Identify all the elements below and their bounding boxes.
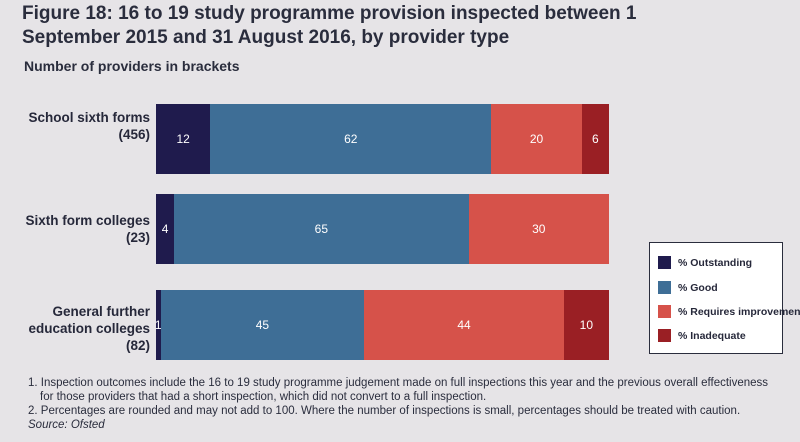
- bar-segment-good: 62: [210, 104, 492, 174]
- category-label-school-sixth-forms: School sixth forms (456): [28, 109, 150, 143]
- legend-label: % Outstanding: [678, 257, 753, 269]
- chart-title: Figure 18: 16 to 19 study programme prov…: [22, 3, 637, 48]
- bar-segment-requires-improvement: 20: [491, 104, 582, 174]
- bar-segment-outstanding: 1: [154, 290, 162, 360]
- data-label: 20: [529, 132, 544, 146]
- data-label: 62: [344, 132, 358, 146]
- legend-label: % Inadequate: [678, 330, 746, 342]
- data-label: 1: [154, 318, 162, 332]
- legend-label: % Good: [678, 282, 718, 294]
- category-label-line: School sixth forms: [28, 110, 150, 125]
- legend-label: % Requires improvement: [678, 306, 800, 318]
- bar-segment-requires-improvement: 44: [364, 290, 564, 360]
- bar-segment-outstanding: 12: [156, 104, 211, 174]
- bar-sixth-form-colleges: 4 65 30: [156, 194, 609, 264]
- legend: % Outstanding % Good % Requires improvem…: [649, 242, 800, 354]
- category-label-sixth-form-colleges: Sixth form colleges (23): [25, 212, 150, 246]
- data-label: 65: [314, 222, 329, 236]
- legend-swatch-requires-improvement: [658, 305, 671, 318]
- data-label: 45: [255, 318, 270, 332]
- category-label-line: (456): [118, 127, 150, 142]
- data-label: 4: [161, 222, 169, 236]
- category-label-general-further-education-colleges: General further education colleges (82): [28, 303, 150, 354]
- category-label-line: (82): [125, 338, 150, 353]
- bar-segment-outstanding: 4: [156, 194, 175, 264]
- category-label-line: Sixth form colleges: [25, 213, 150, 228]
- bar-segment-good: 65: [174, 194, 469, 264]
- bar-segment-good: 45: [160, 290, 365, 360]
- source-note: Source: Ofsted: [28, 419, 105, 431]
- data-label: 12: [176, 132, 190, 146]
- legend-swatch-outstanding: [658, 256, 671, 269]
- category-label-line: (23): [125, 230, 150, 245]
- footnotes: 1. Inspection outcomes include the 16 to…: [28, 376, 788, 432]
- category-label-line: education colleges: [28, 321, 150, 336]
- data-label: 30: [532, 222, 546, 236]
- category-label-line: General further: [52, 304, 150, 319]
- data-label: 44: [457, 318, 471, 332]
- footnote-2: 2. Percentages are rounded and may not a…: [28, 405, 741, 417]
- bar-school-sixth-forms: 12 62 20 6: [156, 104, 609, 174]
- bar-general-further-education-colleges: 1 45 44 10: [154, 290, 609, 360]
- bar-segment-inadequate: 6: [581, 104, 609, 174]
- footnote-1-continued: for those providers that had a short ins…: [40, 391, 487, 403]
- legend-swatch-inadequate: [658, 329, 671, 342]
- bar-segment-inadequate: 10: [563, 290, 609, 360]
- footnote-1: 1. Inspection outcomes include the 16 to…: [28, 377, 769, 389]
- chart-subtitle: Number of providers in brackets: [24, 58, 240, 74]
- bar-segment-requires-improvement: 30: [468, 194, 609, 264]
- data-label: 6: [592, 132, 599, 146]
- legend-swatch-good: [658, 281, 671, 294]
- data-label: 10: [579, 318, 594, 332]
